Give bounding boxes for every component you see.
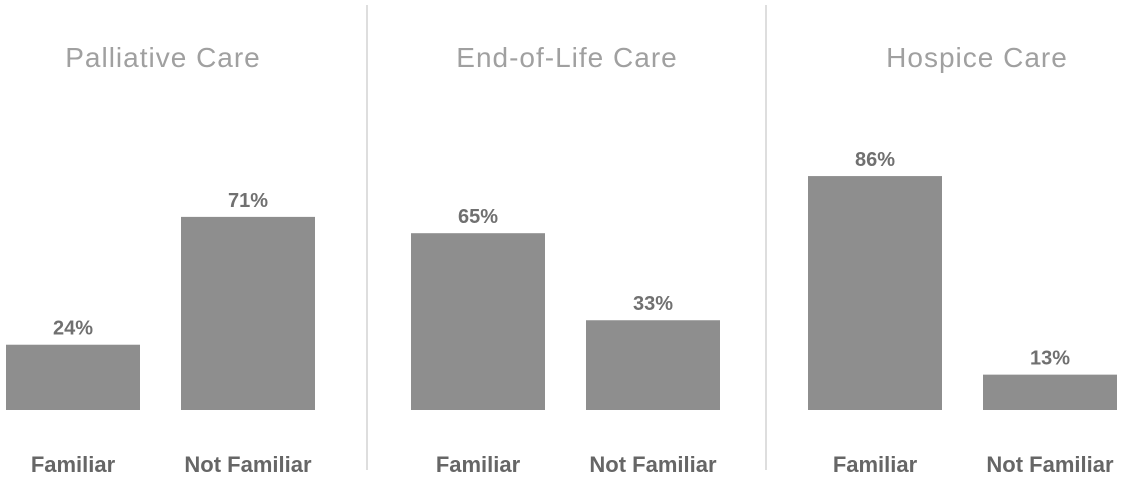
bar-value-label: 71%: [228, 190, 268, 212]
panel-title: Hospice Care: [886, 42, 1068, 73]
category-label: Familiar: [833, 452, 918, 477]
panel-title: End-of-Life Care: [456, 42, 677, 73]
bar: [586, 320, 720, 410]
bar: [983, 374, 1117, 410]
bar: [411, 233, 545, 410]
bar-value-label: 13%: [1030, 348, 1070, 370]
category-label: Familiar: [436, 452, 521, 477]
bar-value-label: 65%: [458, 206, 498, 228]
bar: [808, 176, 942, 410]
bar-value-label: 86%: [855, 149, 895, 171]
category-label: Not Familiar: [184, 452, 312, 477]
bar-value-label: 33%: [633, 293, 673, 315]
bar: [6, 344, 140, 410]
category-label: Familiar: [31, 452, 116, 477]
category-label: Not Familiar: [986, 452, 1114, 477]
bar: [181, 216, 315, 410]
bar-value-label: 24%: [53, 318, 93, 340]
category-label: Not Familiar: [589, 452, 717, 477]
panel-title: Palliative Care: [65, 42, 261, 73]
